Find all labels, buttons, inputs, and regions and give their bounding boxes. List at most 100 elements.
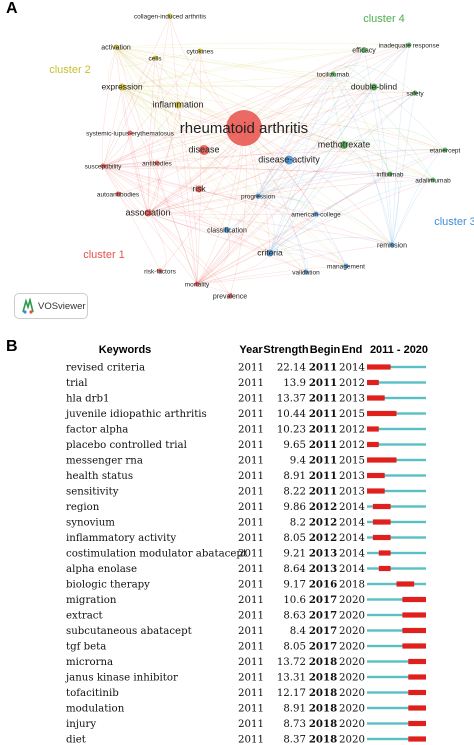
network-edge xyxy=(102,50,201,167)
network-edge xyxy=(121,44,410,88)
row-begin: 2017 xyxy=(309,594,337,606)
network-edge xyxy=(121,86,317,215)
burst-bar xyxy=(367,395,385,401)
burst-row: janus kinase inhibitor 2011 13.31 2018 2020 xyxy=(65,672,426,684)
row-end: 2014 xyxy=(339,549,365,560)
row-begin: 2011 xyxy=(309,424,337,436)
network-edge xyxy=(257,195,393,246)
burst-row: synovium 2011 8.2 2012 2014 xyxy=(66,517,426,529)
network-edge xyxy=(196,86,375,285)
row-keyword: synovium xyxy=(66,518,115,529)
row-year: 2011 xyxy=(238,564,264,575)
row-end: 2018 xyxy=(339,580,365,591)
row-strength: 8.05 xyxy=(283,533,306,544)
network-edge xyxy=(115,46,434,181)
burst-bar xyxy=(408,720,426,727)
network-node xyxy=(115,191,121,197)
keyword-network: rheumatoid arthritis disease risk associati… xyxy=(49,13,474,301)
network-node-label: infliximab xyxy=(376,172,403,179)
network-node xyxy=(412,90,418,96)
network-node xyxy=(442,147,448,153)
network-edge xyxy=(147,212,347,267)
row-strength: 8.4 xyxy=(290,626,306,637)
row-year: 2011 xyxy=(238,533,264,544)
row-end: 2020 xyxy=(339,611,365,622)
row-keyword: diet xyxy=(66,735,87,745)
network-edge xyxy=(154,57,198,285)
network-node-label: expression xyxy=(101,82,142,92)
network-edge xyxy=(147,212,317,215)
network-edge xyxy=(147,195,259,214)
network-edge xyxy=(391,44,410,246)
network-edge xyxy=(115,46,334,75)
network-edge xyxy=(147,212,231,297)
row-year: 2011 xyxy=(238,502,264,513)
row-begin: 2017 xyxy=(309,641,337,653)
network-edge xyxy=(115,46,259,197)
row-end: 2015 xyxy=(339,456,365,467)
cluster-label: cluster 1 xyxy=(83,249,125,261)
network-edge xyxy=(389,173,399,246)
network-node-label: association xyxy=(125,208,170,218)
row-year: 2011 xyxy=(238,719,264,730)
network-edge xyxy=(121,86,198,285)
timeline-bar xyxy=(367,381,426,384)
network-node xyxy=(152,55,158,61)
burst-bar xyxy=(367,441,379,448)
network-edge xyxy=(257,195,347,267)
row-begin: 2018 xyxy=(309,718,337,730)
network-edge xyxy=(108,46,123,89)
network-edge xyxy=(121,86,434,181)
network-node xyxy=(430,177,436,183)
row-end: 2013 xyxy=(339,487,365,498)
row-keyword: subcutaneous abatacept xyxy=(66,626,193,637)
row-year: 2011 xyxy=(238,626,264,637)
row-year: 2011 xyxy=(238,735,264,745)
network-edge xyxy=(102,165,271,254)
burst-row: migration 2011 10.6 2017 2020 xyxy=(66,594,426,606)
network-edge xyxy=(196,265,347,285)
row-year: 2011 xyxy=(238,673,264,684)
network-edge xyxy=(147,44,410,214)
network-node-label: american-college xyxy=(291,212,341,219)
timeline-bar xyxy=(367,706,426,710)
row-keyword: hla drb1 xyxy=(66,394,110,405)
row-begin: 2011 xyxy=(309,470,337,482)
network-edge xyxy=(121,86,290,161)
network-edge xyxy=(102,127,245,167)
burst-row: hla drb1 2011 13.37 2011 2013 xyxy=(66,393,426,405)
network-edge xyxy=(102,165,391,175)
row-end: 2020 xyxy=(339,673,365,684)
row-keyword: revised criteria xyxy=(66,363,145,374)
row-begin: 2017 xyxy=(309,610,337,622)
burst-row: biologic therapy 2011 9.17 2016 2018 xyxy=(66,579,426,591)
network-node-label: safety xyxy=(406,91,424,98)
network-edge xyxy=(121,86,228,231)
network-edge xyxy=(196,213,317,285)
burst-bar xyxy=(367,410,397,417)
network-edge xyxy=(115,46,149,214)
burst-bar xyxy=(367,426,379,432)
row-keyword: region xyxy=(66,502,100,513)
timeline-bar xyxy=(367,443,426,446)
row-strength: 9.17 xyxy=(283,580,306,591)
burst-bar xyxy=(378,565,391,572)
timeline-bar xyxy=(367,675,426,679)
burst-bar xyxy=(367,472,385,479)
row-begin: 2012 xyxy=(309,517,337,529)
network-node xyxy=(266,249,274,257)
network-node xyxy=(194,281,200,287)
network-edge xyxy=(147,212,198,285)
row-keyword: injury xyxy=(66,719,96,730)
network-node xyxy=(227,293,233,299)
burst-bar xyxy=(402,627,426,634)
network-node xyxy=(113,44,119,50)
burst-row: health status 2011 8.91 2011 2013 xyxy=(66,470,426,482)
row-end: 2013 xyxy=(339,394,365,405)
network-edge xyxy=(243,127,434,181)
network-edge xyxy=(196,252,271,285)
network-node-label: cells xyxy=(148,56,162,63)
row-begin: 2018 xyxy=(309,734,337,745)
network-edge xyxy=(257,195,307,273)
cluster-label: cluster 2 xyxy=(49,64,91,76)
